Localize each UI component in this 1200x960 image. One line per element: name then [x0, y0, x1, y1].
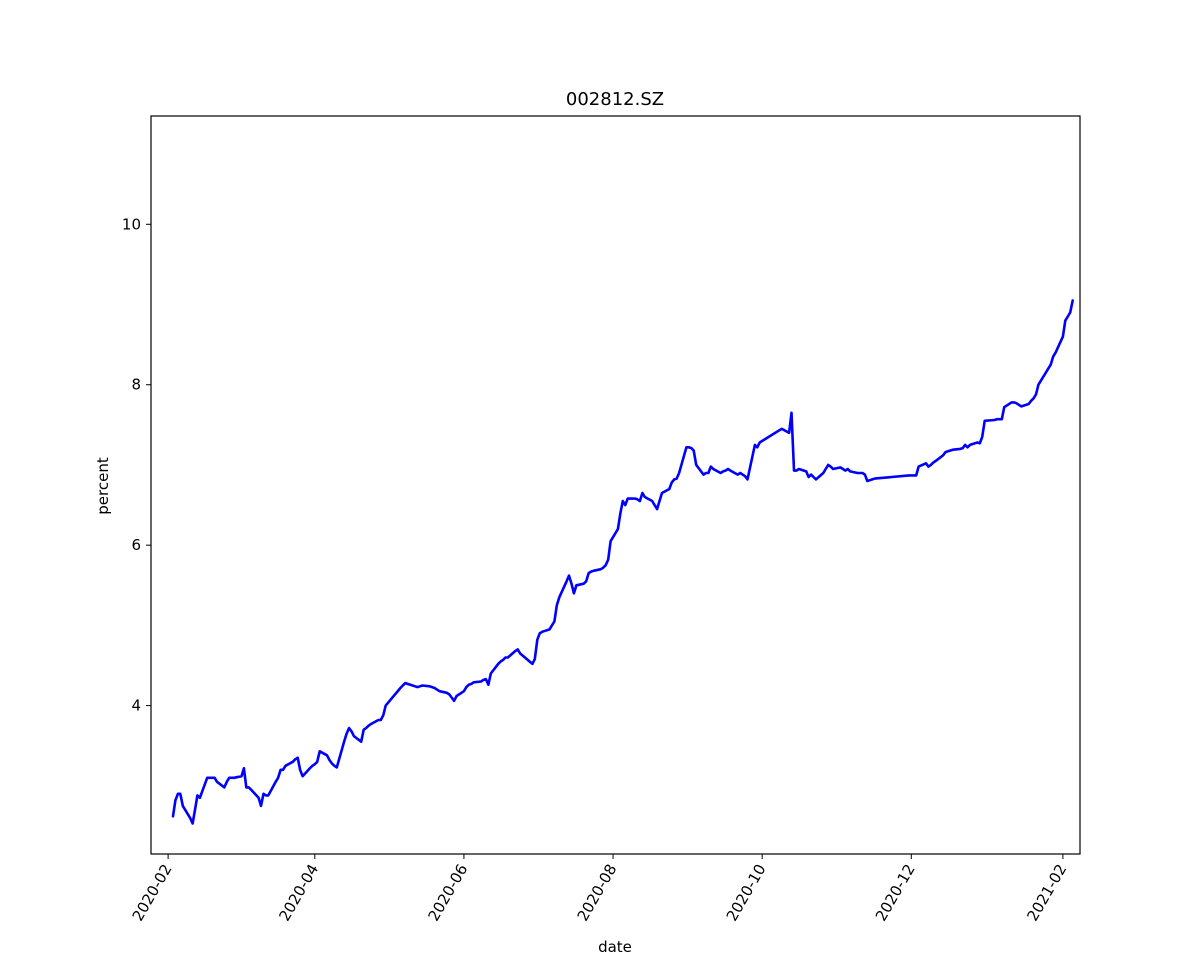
x-tick-label: 2020-12: [872, 861, 919, 924]
x-axis-label: date: [598, 938, 632, 956]
y-tick-label: 4: [131, 697, 141, 715]
x-tick-label: 2020-08: [574, 861, 621, 924]
y-tick-label: 8: [131, 376, 141, 394]
x-tick-label: 2020-02: [129, 861, 176, 924]
plot-frame: [150, 115, 1081, 855]
chart-title: 002812.SZ: [566, 89, 664, 110]
y-axis-label: percent: [94, 457, 112, 515]
x-tick-label: 2020-10: [723, 861, 770, 924]
x-tick-label: 2021-02: [1023, 861, 1070, 924]
series-line: [171, 299, 1074, 825]
y-tick-label: 10: [122, 215, 141, 233]
y-tick-label: 6: [131, 536, 141, 554]
x-tick-label: 2020-06: [424, 861, 471, 924]
x-tick-label: 2020-04: [275, 861, 322, 924]
